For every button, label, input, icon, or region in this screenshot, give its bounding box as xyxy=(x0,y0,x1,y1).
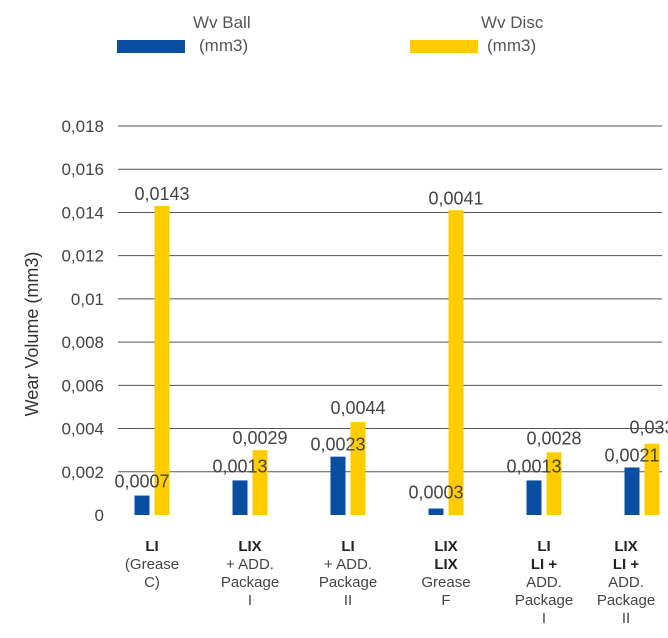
y-tick-label: 0,006 xyxy=(61,376,104,395)
category-label-line: II xyxy=(621,610,631,627)
data-label-ball: 0,0013 xyxy=(506,456,561,476)
bar-ball xyxy=(134,495,150,515)
legend-label-ball-line1: Wv Ball xyxy=(193,13,251,32)
y-tick-label: 0,018 xyxy=(61,117,104,136)
category-label-line: + ADD. xyxy=(324,556,372,573)
category-label: LI (Grease C) xyxy=(112,538,192,592)
legend-swatch-ball xyxy=(117,40,185,53)
y-tick-label: 0,002 xyxy=(61,463,104,482)
bar-disc xyxy=(448,210,464,516)
bar-ball xyxy=(330,456,346,515)
data-label-disc: 0,0041 xyxy=(428,188,483,208)
category-label-line: LIX xyxy=(238,538,262,555)
legend-label-disc-line1: Wv Disc xyxy=(481,13,544,32)
legend-label-disc-line2: (mm3) xyxy=(487,36,537,55)
category-label-line: II xyxy=(343,592,353,609)
category-label-line: LI xyxy=(341,538,355,555)
data-label-disc: 0,033 xyxy=(629,418,668,438)
category-label-line: Package xyxy=(220,574,280,591)
category-label-line: LIX xyxy=(614,538,638,555)
category-label-line: Package xyxy=(318,574,378,591)
category-label-line: LI + xyxy=(530,556,558,573)
category-label-line: I xyxy=(541,610,547,627)
category-label-line: I xyxy=(247,592,253,609)
data-label-disc: 0,0044 xyxy=(330,398,385,418)
category-label: LIX LIX Grease F xyxy=(406,538,486,610)
data-label-disc: 0,0143 xyxy=(134,184,189,204)
data-labels: 0,0007 0,0143 0,0013 0,0029 0,0023 0,0044 0,00… xyxy=(114,184,668,503)
category-label: LIX LI + ADD. Package II xyxy=(586,538,666,628)
y-tick-label: 0,004 xyxy=(61,420,104,439)
bar-ball xyxy=(526,480,542,515)
bar-ball xyxy=(232,480,248,515)
category-label-line: ADD. xyxy=(608,574,644,591)
y-tick-label: 0,008 xyxy=(61,333,104,352)
category-label-line: LI xyxy=(537,538,551,555)
data-label-ball: 0,0023 xyxy=(310,435,365,455)
category-label-line: Package xyxy=(514,592,574,609)
category-label-line: LI + xyxy=(612,556,640,573)
category-label: LI LI + ADD. Package I xyxy=(504,538,584,628)
legend-label-ball-line2: (mm3) xyxy=(199,36,249,55)
bar-disc xyxy=(546,452,562,515)
category-label-line: LIX xyxy=(434,556,458,573)
category-label-line: + ADD. xyxy=(226,556,274,573)
category-label-line: ADD. xyxy=(526,574,562,591)
bar-disc xyxy=(252,450,268,515)
category-label: LI + ADD. Package II xyxy=(308,538,388,610)
y-tick-label: 0,016 xyxy=(61,160,104,179)
grid-lines xyxy=(118,125,662,473)
bar-disc xyxy=(154,205,170,515)
bar-disc xyxy=(350,422,366,515)
data-label-ball: 0,0021 xyxy=(604,445,659,465)
category-label-line: C) xyxy=(144,574,160,591)
y-tick-label: 0,014 xyxy=(61,203,104,222)
category-label-line: (Grease xyxy=(124,556,180,573)
data-label-disc: 0,0029 xyxy=(232,428,287,448)
category-label-line: F xyxy=(441,592,451,609)
y-axis-label: Wear Volume (mm3) xyxy=(22,252,42,417)
y-tick-labels: 0 0,002 0,004 0,006 0,008 0,01 0,012 0,014 0,016… xyxy=(61,117,104,525)
category-label: LIX + ADD. Package I xyxy=(210,538,290,610)
y-tick-label: 0,01 xyxy=(71,290,104,309)
data-label-disc: 0,0028 xyxy=(526,428,581,448)
bar-disc xyxy=(644,443,660,515)
y-tick-label: 0 xyxy=(95,506,104,525)
bar-ball xyxy=(624,467,640,515)
category-label-line: Package xyxy=(596,592,656,609)
bar-ball xyxy=(428,508,444,515)
category-label-line: LI xyxy=(145,538,159,555)
legend-swatch-disc xyxy=(410,40,478,53)
data-label-ball: 0,0003 xyxy=(408,483,463,503)
category-label-line: LIX xyxy=(434,538,458,555)
bars xyxy=(134,205,660,516)
category-label-line: Grease xyxy=(421,574,471,591)
data-label-ball: 0,0007 xyxy=(114,472,169,492)
data-label-ball: 0,0013 xyxy=(212,456,267,476)
y-tick-label: 0,012 xyxy=(61,247,104,266)
